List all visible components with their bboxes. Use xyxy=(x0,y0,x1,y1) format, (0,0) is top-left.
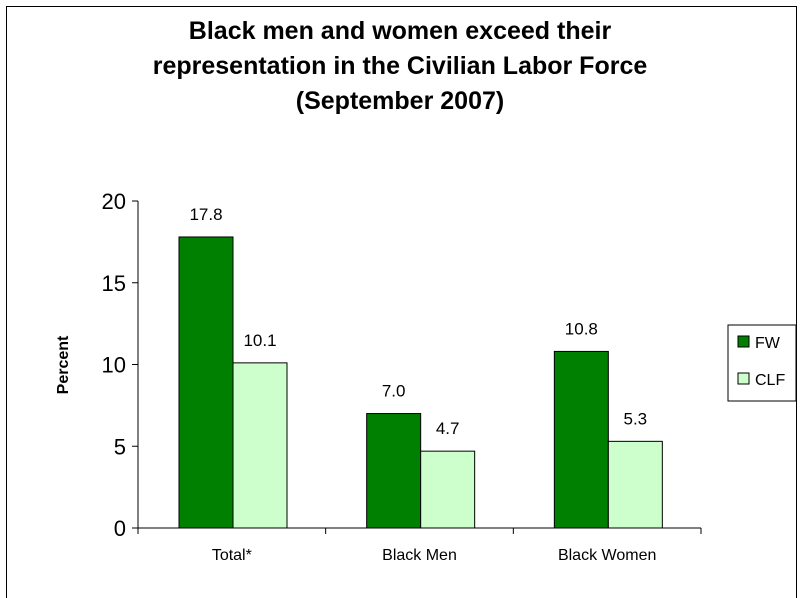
x-tick-label: Black Men xyxy=(382,547,457,564)
y-tick-label: 10 xyxy=(102,353,126,378)
chart-title-line-3: (September 2007) xyxy=(295,87,505,115)
data-label: 7.0 xyxy=(382,382,406,401)
y-tick-label: 20 xyxy=(102,189,126,214)
legend: FW CLF xyxy=(727,324,797,402)
data-labels: 17.8 10.1 7.0 4.7 10.8 5.3 xyxy=(189,205,647,438)
bar-clf-black-men xyxy=(420,450,476,529)
data-label: 10.1 xyxy=(243,331,276,350)
x-tick-label: Black Women xyxy=(558,547,656,564)
data-label: 10.8 xyxy=(565,319,598,338)
data-label: 5.3 xyxy=(624,409,648,428)
legend-label-clf: CLF xyxy=(755,372,785,389)
legend-label-fw: FW xyxy=(755,335,781,352)
chart-title: Black men and women exceed their represe… xyxy=(40,14,760,119)
legend-swatch-clf xyxy=(737,372,750,385)
chart-title-line-1: Black men and women exceed their xyxy=(188,17,612,45)
bar-fw-black-women xyxy=(553,350,609,529)
x-tick-label: Total* xyxy=(212,547,252,564)
bar-fw-black-men xyxy=(366,413,422,529)
y-tick-label: 0 xyxy=(114,516,126,541)
bars xyxy=(178,236,663,529)
chart-title-line-2: representation in the Civilian Labor For… xyxy=(152,52,648,80)
bar-clf-black-women xyxy=(607,440,663,529)
data-label: 17.8 xyxy=(189,205,222,224)
data-label: 4.7 xyxy=(436,419,460,438)
y-axis-label: Percent xyxy=(55,335,72,394)
legend-swatch-fw xyxy=(737,335,750,348)
bar-clf-total xyxy=(232,362,288,529)
y-tick-label: 5 xyxy=(114,434,126,459)
axes: 0 5 10 15 20 Total* Black Men Black Women xyxy=(102,189,702,564)
y-tick-label: 15 xyxy=(102,271,126,296)
bar-fw-total xyxy=(178,236,234,529)
